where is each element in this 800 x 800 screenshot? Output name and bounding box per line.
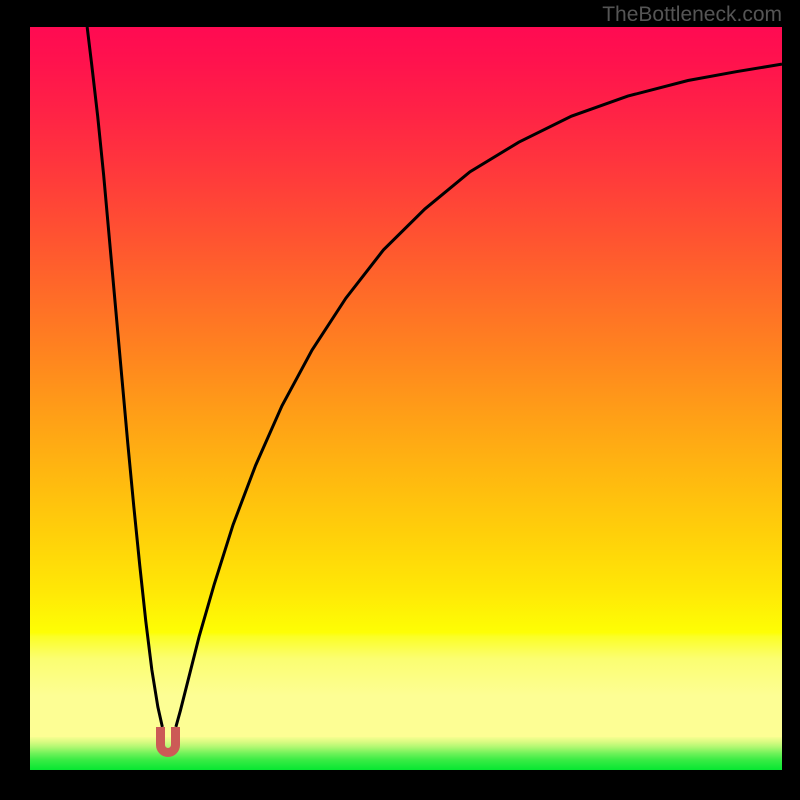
marker-path: [160, 727, 175, 753]
plot-area: [30, 27, 782, 770]
green-band: [30, 737, 782, 770]
heat-gradient: [30, 27, 782, 770]
dip-marker-u: [156, 727, 180, 757]
chart-container: TheBottleneck.com: [0, 0, 800, 800]
watermark-text: TheBottleneck.com: [602, 3, 782, 27]
